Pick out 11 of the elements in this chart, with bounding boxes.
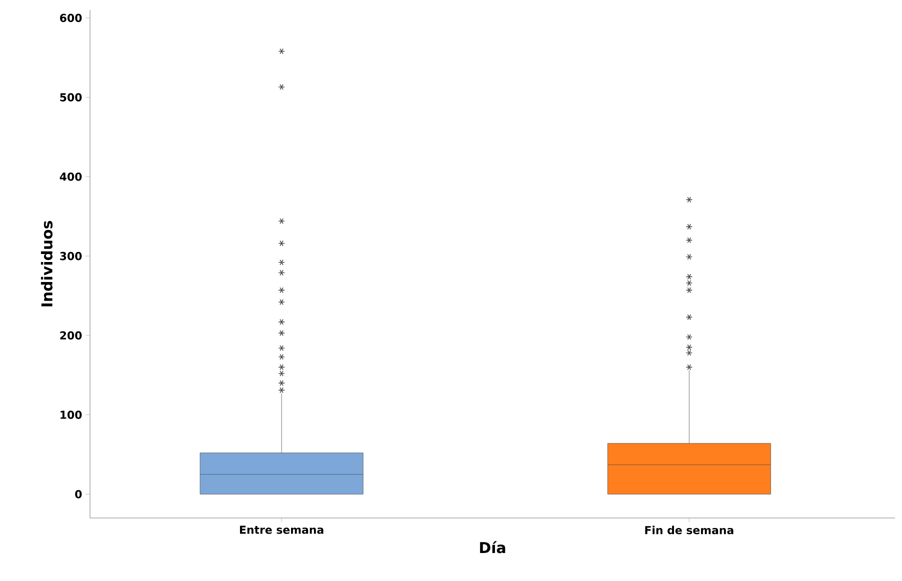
y-tick-label: 400 <box>60 172 82 181</box>
x-tick-label: Entre semana <box>240 526 324 534</box>
y-tick-label: 0 <box>75 490 82 498</box>
x-tick-label: Fin de semana <box>645 526 734 534</box>
y-tick-label: 300 <box>60 252 82 260</box>
y-tick-label: 600 <box>60 14 82 22</box>
y-axis-title: Individuos <box>40 220 53 306</box>
y-tick-label: 500 <box>60 93 82 102</box>
y-tick-label: 200 <box>60 331 82 340</box>
x-axis-title: Día <box>480 541 506 554</box>
y-tick-label: 100 <box>60 410 82 419</box>
